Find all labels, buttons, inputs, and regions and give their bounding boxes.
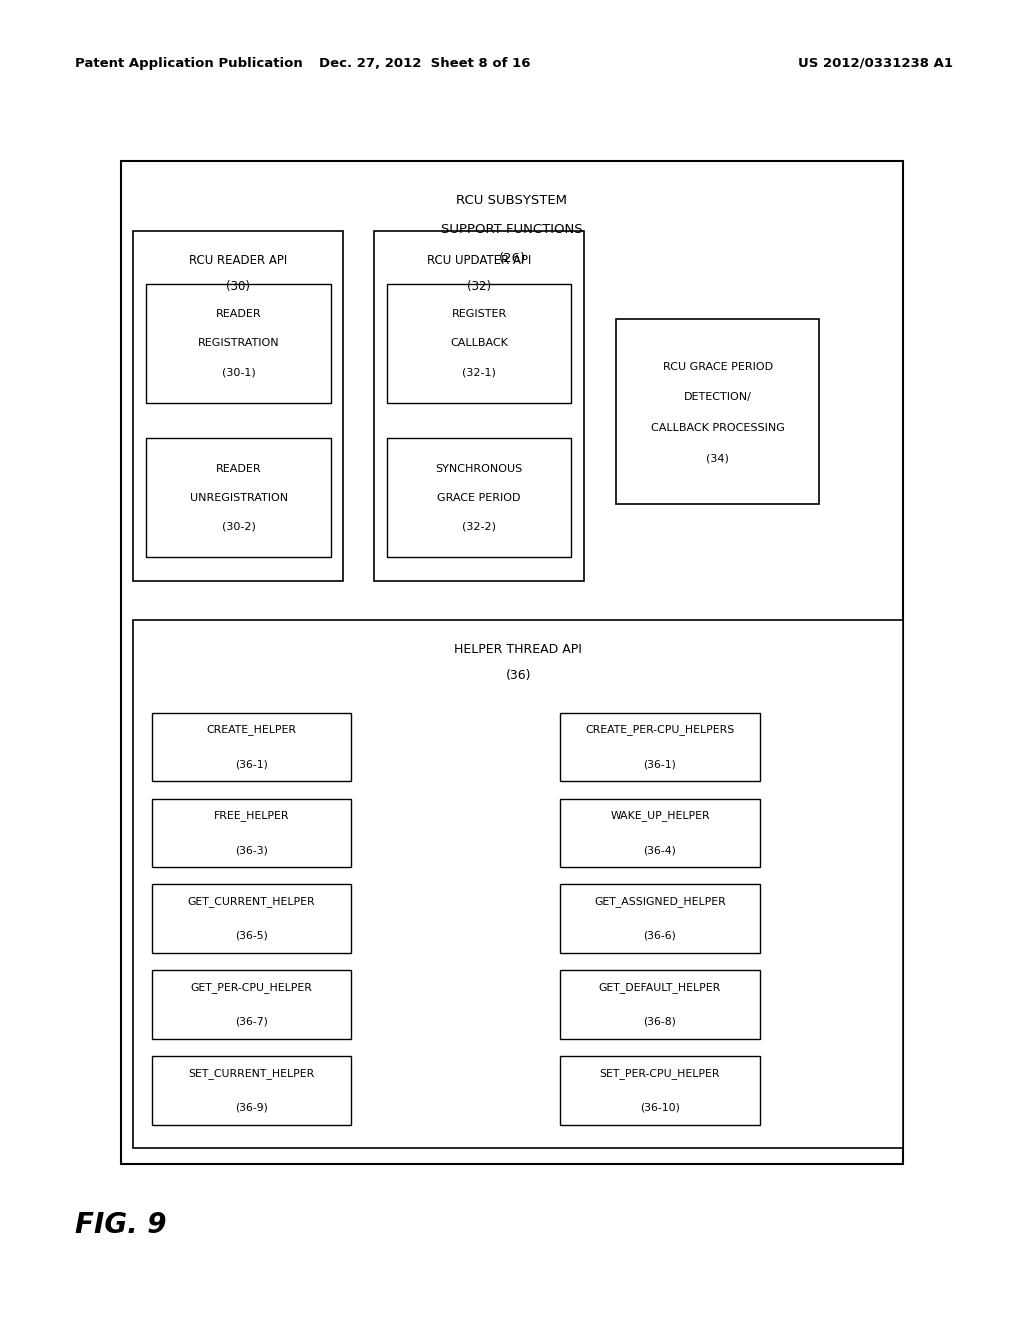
Text: CALLBACK PROCESSING: CALLBACK PROCESSING (651, 422, 784, 433)
Text: (32-2): (32-2) (462, 521, 497, 532)
Text: (32): (32) (467, 280, 490, 293)
FancyBboxPatch shape (616, 319, 819, 504)
FancyBboxPatch shape (387, 438, 571, 557)
Text: RCU READER API: RCU READER API (189, 253, 287, 267)
FancyBboxPatch shape (152, 970, 351, 1039)
Text: (36-3): (36-3) (234, 845, 268, 855)
Text: REGISTRATION: REGISTRATION (198, 338, 280, 348)
Text: (36-9): (36-9) (234, 1102, 268, 1113)
Text: (36-7): (36-7) (234, 1016, 268, 1027)
Text: SUPPORT FUNCTIONS: SUPPORT FUNCTIONS (441, 223, 583, 236)
Text: HELPER THREAD API: HELPER THREAD API (455, 643, 582, 656)
Text: GRACE PERIOD: GRACE PERIOD (437, 492, 521, 503)
FancyBboxPatch shape (152, 1056, 351, 1125)
Text: REGISTER: REGISTER (452, 309, 507, 319)
FancyBboxPatch shape (152, 884, 351, 953)
FancyBboxPatch shape (560, 1056, 760, 1125)
Text: GET_ASSIGNED_HELPER: GET_ASSIGNED_HELPER (594, 896, 726, 907)
Text: (36-6): (36-6) (643, 931, 677, 941)
Text: (36-8): (36-8) (643, 1016, 677, 1027)
Text: FREE_HELPER: FREE_HELPER (214, 810, 289, 821)
Text: CREATE_HELPER: CREATE_HELPER (207, 725, 296, 735)
FancyBboxPatch shape (146, 284, 331, 403)
Text: (26): (26) (499, 252, 525, 265)
Text: SET_PER-CPU_HELPER: SET_PER-CPU_HELPER (600, 1068, 720, 1078)
Text: FIG. 9: FIG. 9 (75, 1210, 166, 1239)
FancyBboxPatch shape (152, 713, 351, 781)
Text: CALLBACK: CALLBACK (451, 338, 508, 348)
FancyBboxPatch shape (146, 438, 331, 557)
Text: READER: READER (216, 463, 261, 474)
FancyBboxPatch shape (560, 799, 760, 867)
Text: (34): (34) (707, 453, 729, 463)
Text: (36): (36) (506, 669, 530, 682)
Text: (36-10): (36-10) (640, 1102, 680, 1113)
Text: (32-1): (32-1) (462, 367, 497, 378)
Text: Dec. 27, 2012  Sheet 8 of 16: Dec. 27, 2012 Sheet 8 of 16 (319, 57, 530, 70)
Text: DETECTION/: DETECTION/ (684, 392, 752, 403)
Text: WAKE_UP_HELPER: WAKE_UP_HELPER (610, 810, 710, 821)
Text: GET_CURRENT_HELPER: GET_CURRENT_HELPER (187, 896, 315, 907)
FancyBboxPatch shape (560, 713, 760, 781)
FancyBboxPatch shape (374, 231, 584, 581)
FancyBboxPatch shape (387, 284, 571, 403)
Text: (30-1): (30-1) (222, 367, 255, 378)
Text: (36-5): (36-5) (234, 931, 268, 941)
Text: (36-1): (36-1) (643, 759, 677, 770)
Text: SET_CURRENT_HELPER: SET_CURRENT_HELPER (188, 1068, 314, 1078)
FancyBboxPatch shape (560, 884, 760, 953)
FancyBboxPatch shape (560, 970, 760, 1039)
Text: (30-2): (30-2) (221, 521, 256, 532)
FancyBboxPatch shape (152, 799, 351, 867)
Text: (36-1): (36-1) (234, 759, 268, 770)
Text: (30): (30) (226, 280, 250, 293)
Text: RCU UPDATER API: RCU UPDATER API (427, 253, 530, 267)
Text: READER: READER (216, 309, 261, 319)
FancyBboxPatch shape (121, 161, 903, 1164)
Text: GET_PER-CPU_HELPER: GET_PER-CPU_HELPER (190, 982, 312, 993)
Text: Patent Application Publication: Patent Application Publication (75, 57, 302, 70)
Text: RCU GRACE PERIOD: RCU GRACE PERIOD (663, 362, 773, 372)
Text: SYNCHRONOUS: SYNCHRONOUS (435, 463, 523, 474)
Text: CREATE_PER-CPU_HELPERS: CREATE_PER-CPU_HELPERS (586, 725, 734, 735)
Text: US 2012/0331238 A1: US 2012/0331238 A1 (798, 57, 953, 70)
FancyBboxPatch shape (133, 231, 343, 581)
Text: GET_DEFAULT_HELPER: GET_DEFAULT_HELPER (599, 982, 721, 993)
Text: (36-4): (36-4) (643, 845, 677, 855)
Text: RCU SUBSYSTEM: RCU SUBSYSTEM (457, 194, 567, 207)
Text: UNREGISTRATION: UNREGISTRATION (189, 492, 288, 503)
FancyBboxPatch shape (133, 620, 903, 1148)
